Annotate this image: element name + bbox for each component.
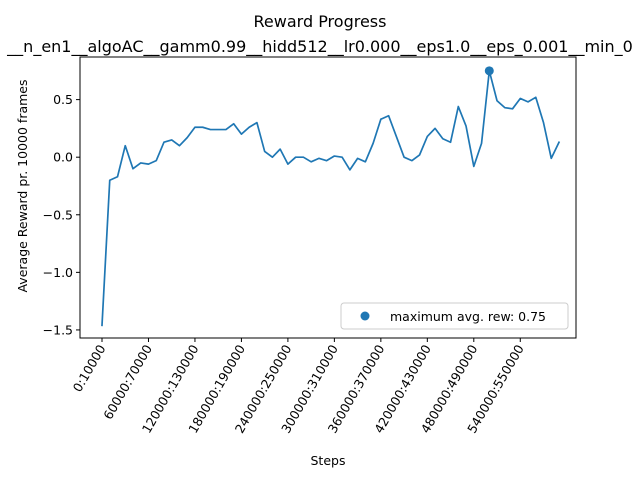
x-axis-ticks: 0:1000060000:70000120000:130000180000:19… <box>70 338 527 436</box>
plot-area <box>79 56 577 339</box>
y-tick-label: 0.0 <box>53 150 73 165</box>
legend-frame <box>340 302 569 330</box>
y-tick-label: −0.5 <box>43 207 73 222</box>
legend: maximum avg. rew: 0.75 <box>340 302 569 330</box>
y-tick-label: −1.5 <box>43 322 73 337</box>
y-tick-label: −1.0 <box>43 265 73 280</box>
chart-subtitle: __n_en1__algoAC__gamm0.99__hidd512__lr0.… <box>6 37 633 57</box>
x-tick-label: 0:10000 <box>70 342 109 395</box>
max-point <box>484 66 494 76</box>
y-tick-label: 0.5 <box>53 92 73 107</box>
x-axis-label: Steps <box>311 453 346 468</box>
y-axis-ticks: −1.5 −1.0 −0.5 0.0 0.5 <box>43 92 80 337</box>
chart-title: Reward Progress <box>254 12 387 31</box>
y-axis-label: Average Reward pr. 10000 frames <box>15 79 30 292</box>
x-tick-label: 60000:70000 <box>100 342 155 422</box>
legend-max-marker <box>360 311 370 321</box>
legend-entry-max: maximum avg. rew: 0.75 <box>390 309 546 324</box>
axes-frame <box>79 56 577 339</box>
series-line <box>101 69 561 327</box>
